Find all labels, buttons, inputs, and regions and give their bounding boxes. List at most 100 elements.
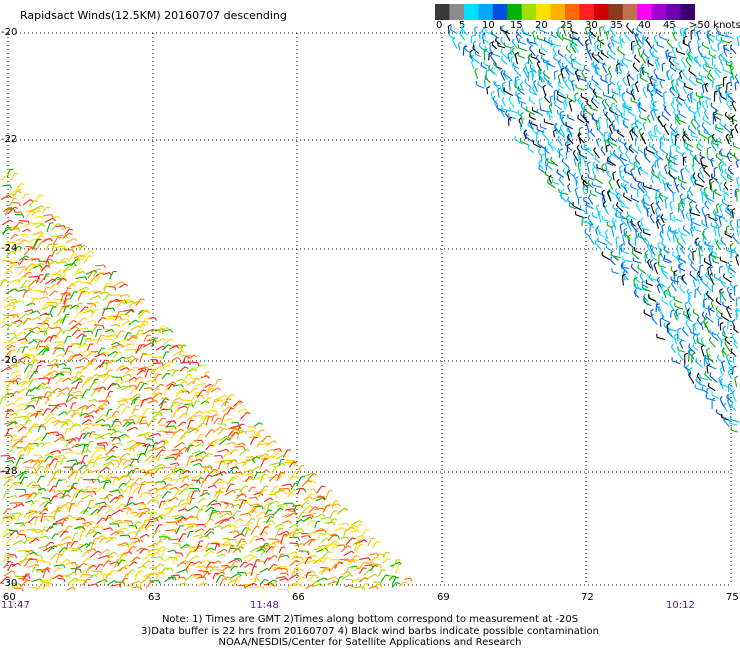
- wind-barb: [105, 362, 110, 371]
- wind-barb: [557, 52, 564, 58]
- wind-barb: [729, 153, 736, 158]
- wind-barb-flag: [649, 47, 653, 51]
- wind-barb-flag: [57, 387, 62, 391]
- wind-barb: [44, 515, 54, 518]
- wind-barb: [171, 356, 178, 362]
- wind-barb-flag: [669, 63, 672, 68]
- wind-barb-flag: [364, 539, 368, 543]
- wind-barb: [40, 396, 48, 398]
- wind-barb: [70, 541, 75, 548]
- wind-barb-flag: [700, 76, 703, 81]
- wind-barb-flag: [9, 228, 13, 232]
- wind-barb: [128, 414, 136, 419]
- wind-barb: [600, 78, 609, 84]
- wind-barb-flag: [548, 109, 553, 113]
- wind-barb-flag: [183, 577, 187, 581]
- wind-barb-flag: [93, 487, 98, 490]
- wind-barb: [554, 103, 563, 111]
- wind-barb: [311, 580, 317, 587]
- wind-barb: [73, 254, 82, 259]
- wind-barb: [2, 227, 8, 236]
- wind-barb: [33, 205, 42, 212]
- wind-barb: [549, 143, 554, 152]
- wind-barb-flag: [132, 446, 137, 449]
- wind-barb-flag: [220, 455, 224, 459]
- wind-barb: [48, 358, 56, 364]
- wind-barb-flag: [511, 47, 515, 52]
- wind-barb: [205, 531, 212, 538]
- wind-barb-flag: [278, 567, 283, 571]
- wind-barb: [41, 319, 47, 327]
- wind-barb-flag: [118, 430, 122, 434]
- wind-barb: [171, 453, 179, 456]
- wind-barb: [61, 549, 66, 558]
- wind-barb: [234, 498, 244, 502]
- wind-barb: [149, 369, 154, 377]
- legend-swatch: [651, 4, 667, 20]
- wind-barb: [232, 546, 242, 554]
- wind-barb: [218, 438, 227, 446]
- wind-barb: [565, 68, 575, 76]
- wind-barb-flag: [242, 442, 246, 447]
- wind-barb: [43, 327, 49, 336]
- wind-barb: [152, 556, 162, 559]
- wind-barb: [35, 397, 40, 406]
- wind-barb-flag: [108, 293, 113, 297]
- wind-barb-flag: [40, 234, 45, 238]
- wind-barb: [80, 426, 87, 433]
- wind-barb: [74, 371, 79, 380]
- wind-barb: [29, 459, 38, 463]
- wind-barb: [49, 335, 54, 343]
- wind-barb: [303, 538, 312, 546]
- wind-barb: [181, 475, 187, 484]
- wind-barb: [334, 561, 340, 570]
- wind-barb: [285, 512, 295, 519]
- wind-barb-flag: [178, 543, 181, 548]
- wind-barb: [103, 527, 111, 531]
- wind-barb: [32, 353, 39, 360]
- wind-barb-flag: [541, 153, 545, 156]
- wind-barb: [544, 96, 551, 104]
- wind-barb-flag: [536, 130, 541, 133]
- wind-barb: [315, 513, 323, 518]
- wind-barb-flag: [206, 375, 210, 379]
- wind-barb-flag: [150, 581, 155, 584]
- wind-barb-flag: [180, 384, 184, 388]
- wind-barb: [172, 519, 181, 523]
- wind-barb: [194, 410, 200, 415]
- wind-barb-flag: [302, 511, 306, 514]
- wind-barb: [609, 136, 617, 143]
- wind-barb: [139, 366, 146, 373]
- wind-barb: [70, 322, 79, 330]
- wind-barb: [562, 27, 567, 37]
- wind-barb-flag: [570, 41, 574, 46]
- wind-barb: [97, 386, 103, 393]
- wind-barb-flag: [711, 133, 715, 138]
- wind-barb: [732, 145, 740, 150]
- wind-barb: [163, 536, 170, 541]
- wind-barb: [623, 144, 629, 151]
- wind-barb-flag: [516, 78, 520, 81]
- wind-barb-flag: [573, 156, 578, 160]
- wind-barb: [657, 44, 665, 49]
- wind-barb: [39, 275, 47, 284]
- wind-barb: [495, 66, 503, 70]
- wind-barb-flag: [100, 526, 104, 531]
- wind-barb: [164, 507, 172, 510]
- wind-barb-flag: [229, 511, 233, 515]
- wind-barb: [144, 454, 153, 462]
- wind-barb: [147, 399, 156, 404]
- wind-barb: [564, 144, 572, 151]
- wind-barb: [507, 54, 511, 62]
- wind-barb: [113, 281, 123, 287]
- wind-barb: [253, 475, 262, 481]
- wind-barb: [9, 261, 19, 264]
- wind-barb: [6, 169, 11, 178]
- wind-barb: [201, 490, 205, 497]
- wind-barb-flag: [590, 128, 593, 133]
- wind-barb-flag: [89, 566, 94, 568]
- wind-barb-flag: [199, 410, 203, 414]
- wind-barb-flag: [703, 54, 707, 59]
- wind-barb-flag: [33, 339, 38, 343]
- wind-barb-flag: [210, 531, 215, 534]
